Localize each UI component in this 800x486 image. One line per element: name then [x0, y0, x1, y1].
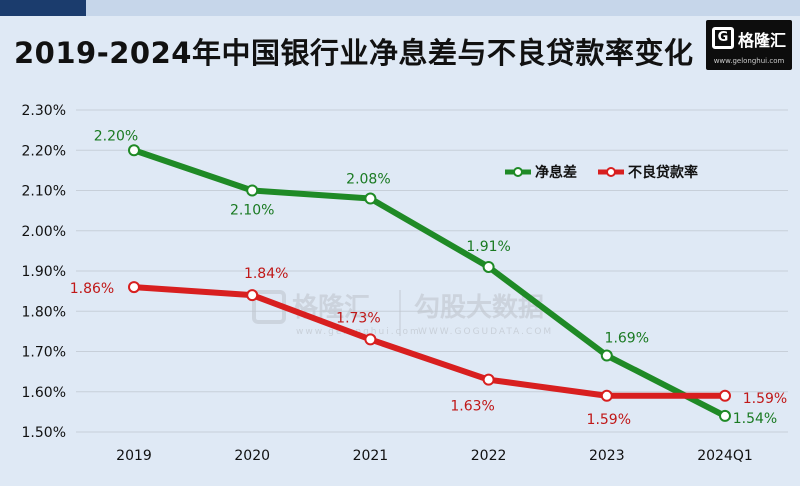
data-label-nim: 1.91%	[466, 239, 510, 255]
top-bar-accent	[0, 0, 86, 16]
x-tick-label: 2023	[589, 448, 625, 464]
y-tick-label: 1.80%	[22, 304, 66, 320]
logo-url: www.gelonghui.com	[713, 57, 785, 65]
data-point-npl	[364, 333, 377, 346]
data-point-nim	[246, 184, 259, 197]
x-axis-ticks: 2019 2020 2021 2022 2023 2024Q1	[116, 448, 753, 464]
data-point-nim	[128, 144, 140, 157]
watermark-right-name: 勾股大数据	[414, 293, 544, 323]
y-tick-label: 2.00%	[22, 224, 66, 240]
data-label-nim: 2.20%	[94, 128, 138, 144]
data-label-nim: 1.54%	[733, 411, 777, 427]
y-tick-label: 1.70%	[22, 345, 66, 361]
data-label-nim: 1.69%	[605, 331, 649, 347]
data-label-npl: 1.86%	[70, 281, 114, 297]
data-point-npl	[128, 281, 140, 294]
top-bar	[0, 0, 800, 16]
y-axis-ticks: 2.30% 2.20% 2.10% 2.00% 1.90% 1.80% 1.70% 1.60%…	[22, 103, 66, 441]
data-point-nim	[600, 349, 613, 362]
data-point-nim	[364, 192, 377, 205]
y-tick-label: 1.90%	[22, 264, 66, 280]
data-point-npl	[600, 389, 613, 402]
y-tick-label: 2.10%	[22, 184, 66, 200]
data-label-nim: 2.08%	[346, 172, 390, 188]
legend-swatch-marker	[513, 167, 523, 177]
data-label-npl: 1.73%	[336, 310, 380, 326]
legend-swatch-marker	[606, 167, 616, 177]
data-label-npl: 1.84%	[244, 266, 288, 282]
series-group: 2.20% 2.10% 2.08% 1.91% 1.69% 1.54% 1.86% 1.84%…	[70, 128, 787, 428]
y-tick-label: 1.60%	[22, 385, 66, 401]
data-label-npl: 1.63%	[450, 399, 494, 415]
chart-title: 2019-2024年中国银行业净息差与不良贷款率变化	[14, 36, 694, 70]
data-point-npl	[719, 389, 731, 402]
y-tick-label: 2.30%	[22, 103, 66, 119]
series-line-nim	[131, 147, 728, 419]
series-line-npl	[131, 284, 728, 399]
y-tick-label: 2.20%	[22, 143, 66, 159]
data-label-nim: 2.10%	[230, 203, 274, 219]
data-label-npl: 1.59%	[587, 412, 631, 428]
legend: 净息差 不良贷款率	[505, 164, 698, 181]
data-point-nim	[719, 409, 731, 422]
x-tick-label: 2024Q1	[697, 448, 753, 464]
legend-label: 净息差	[535, 164, 577, 181]
logo-name: 格隆汇	[738, 31, 787, 50]
y-tick-label: 1.50%	[22, 425, 66, 441]
data-point-npl	[482, 373, 495, 386]
gelonghui-logo: G 格隆汇 www.gelonghui.com	[706, 20, 792, 70]
x-tick-label: 2019	[116, 448, 152, 464]
grid-lines	[76, 109, 788, 433]
watermark-right-url: WWW.GOGUDATA.COM	[418, 327, 553, 337]
x-tick-label: 2020	[234, 448, 270, 464]
data-point-nim	[482, 260, 495, 273]
x-tick-label: 2022	[471, 448, 507, 464]
x-tick-label: 2021	[353, 448, 389, 464]
legend-label: 不良贷款率	[628, 164, 698, 181]
data-point-npl	[246, 289, 259, 302]
data-label-npl: 1.59%	[743, 391, 787, 407]
logo-mark-icon: G	[712, 27, 734, 49]
